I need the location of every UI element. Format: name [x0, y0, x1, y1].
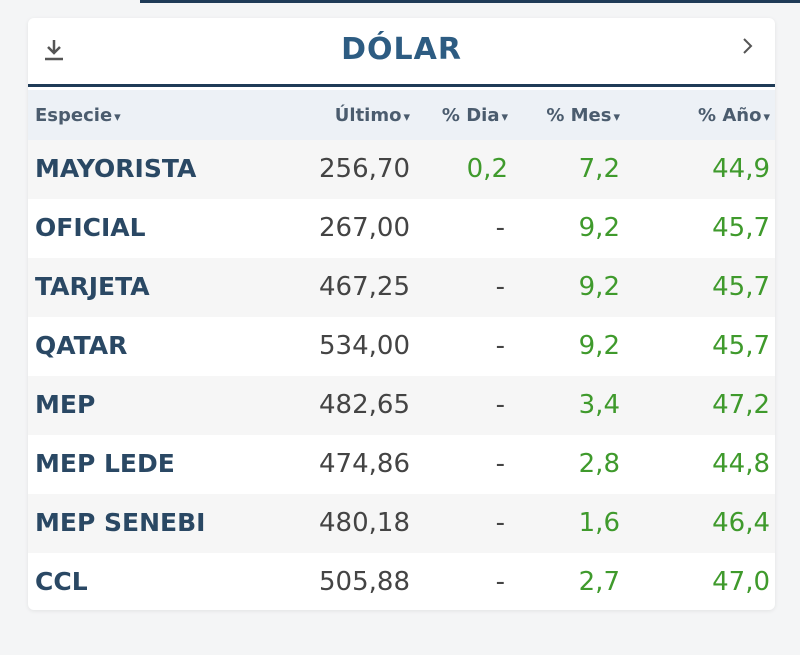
cell-value: 45,7: [712, 272, 770, 302]
table-row: MEP SENEBI 480,18 - 1,6 46,4: [28, 494, 775, 553]
table-header: Especie Último % Dia % Mes % Año: [28, 90, 775, 140]
cell-value: -: [495, 567, 505, 597]
table-row: MEP LEDE 474,86 - 2,8 44,8: [28, 435, 775, 494]
cell-value: -: [495, 272, 505, 302]
cell-value: 9,2: [578, 331, 620, 361]
column-header[interactable]: % Año: [698, 105, 770, 126]
table-row: CCL 505,88 - 2,7 47,0: [28, 553, 775, 612]
cell-value: 9,2: [578, 272, 620, 302]
row-label: MEP: [35, 390, 96, 419]
cell-value: 44,9: [712, 154, 770, 184]
cell-value: 45,7: [712, 213, 770, 243]
table-row: MAYORISTA 256,70 0,2 7,2 44,9: [28, 140, 775, 199]
column-header[interactable]: Especie: [35, 105, 121, 126]
cell-value: 44,8: [712, 449, 770, 479]
row-label: MEP LEDE: [35, 449, 175, 478]
row-label: MEP SENEBI: [35, 508, 206, 537]
row-label: CCL: [35, 567, 88, 596]
cell-value: -: [495, 213, 505, 243]
row-label: QATAR: [35, 331, 128, 360]
card-title: DÓLAR: [341, 32, 462, 67]
cell-value: -: [495, 449, 505, 479]
column-header[interactable]: % Mes: [546, 105, 620, 126]
cell-value: 467,25: [319, 272, 410, 302]
table-row: QATAR 534,00 - 9,2 45,7: [28, 317, 775, 376]
cell-value: 267,00: [319, 213, 410, 243]
cell-value: 47,2: [712, 390, 770, 420]
cell-value: 7,2: [578, 154, 620, 184]
cell-value: 3,4: [578, 390, 620, 420]
column-header[interactable]: Último: [335, 105, 410, 126]
header-rule: [28, 84, 775, 87]
cell-value: 256,70: [319, 154, 410, 184]
cell-value: 47,0: [712, 567, 770, 597]
dollar-card: DÓLAR Especie Último % Dia % Mes % Año MAYOR…: [28, 18, 775, 610]
next-arrow[interactable]: [740, 36, 756, 56]
cell-value: 46,4: [712, 508, 770, 538]
download-icon[interactable]: [42, 38, 66, 62]
row-label: OFICIAL: [35, 213, 146, 242]
table-row: TARJETA 467,25 - 9,2 45,7: [28, 258, 775, 317]
cell-value: 534,00: [319, 331, 410, 361]
top-border: [140, 0, 800, 3]
row-label: TARJETA: [35, 272, 150, 301]
cell-value: 45,7: [712, 331, 770, 361]
row-label: MAYORISTA: [35, 154, 197, 183]
cell-value: -: [495, 508, 505, 538]
column-header[interactable]: % Dia: [442, 105, 508, 126]
cell-value: 482,65: [319, 390, 410, 420]
cell-value: 9,2: [578, 213, 620, 243]
cell-value: -: [495, 390, 505, 420]
cell-value: 505,88: [319, 567, 410, 597]
cell-value: 2,8: [578, 449, 620, 479]
cell-value: 0,2: [466, 154, 508, 184]
table-row: OFICIAL 267,00 - 9,2 45,7: [28, 199, 775, 258]
table-row: MEP 482,65 - 3,4 47,2: [28, 376, 775, 435]
cell-value: 474,86: [319, 449, 410, 479]
cell-value: 2,7: [578, 567, 620, 597]
cell-value: 480,18: [319, 508, 410, 538]
cell-value: 1,6: [578, 508, 620, 538]
cell-value: -: [495, 331, 505, 361]
